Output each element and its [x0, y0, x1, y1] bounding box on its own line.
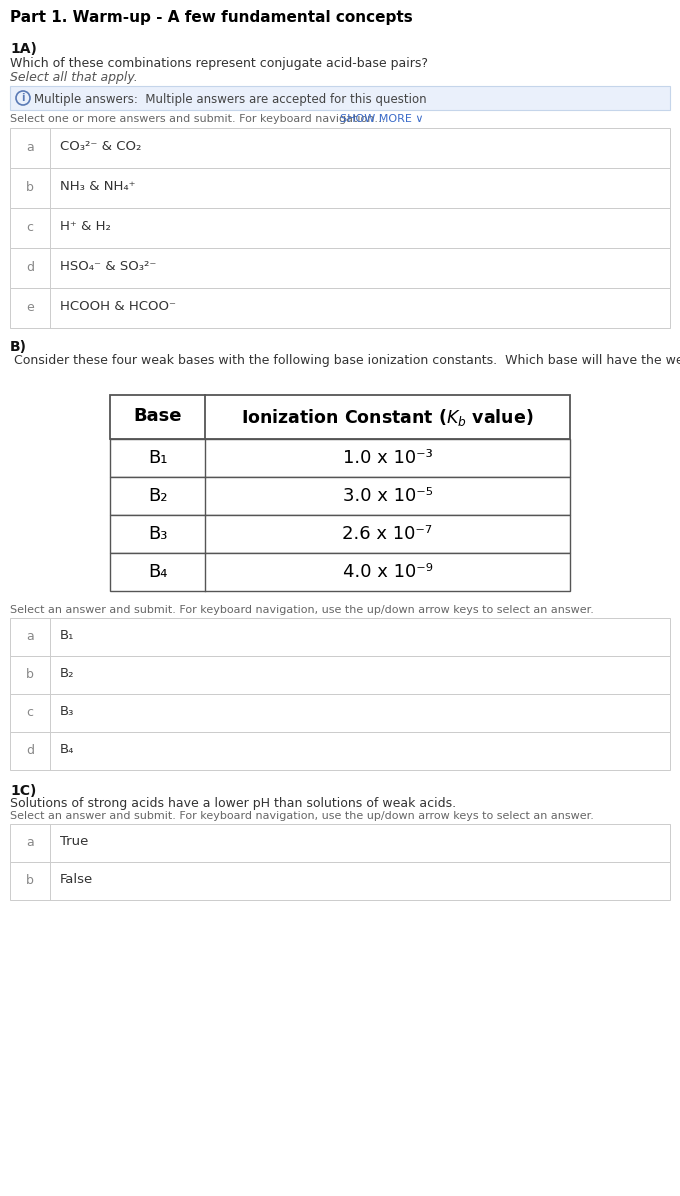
- Text: Select an answer and submit. For keyboard navigation, use the up/down arrow keys: Select an answer and submit. For keyboar…: [10, 605, 594, 615]
- Bar: [110, 439, 570, 477]
- Text: NH₃ & NH₄⁺: NH₃ & NH₄⁺: [60, 181, 135, 193]
- Text: Which of these combinations represent conjugate acid-base pairs?: Which of these combinations represent co…: [10, 57, 428, 71]
- Text: a: a: [26, 141, 34, 154]
- Bar: [10, 167, 670, 208]
- Text: Ionization Constant ($K_b$ value): Ionization Constant ($K_b$ value): [241, 407, 534, 428]
- Bar: [110, 477, 570, 515]
- Bar: [10, 618, 670, 655]
- Bar: [10, 208, 670, 248]
- Bar: [10, 288, 670, 328]
- Text: B₄: B₄: [60, 743, 74, 756]
- Bar: [10, 86, 670, 110]
- Bar: [10, 655, 670, 694]
- Text: B₂: B₂: [60, 667, 75, 681]
- Text: c: c: [27, 221, 33, 234]
- Text: 3.0 x 10⁻⁵: 3.0 x 10⁻⁵: [343, 487, 432, 505]
- Text: True: True: [60, 835, 88, 848]
- Text: SHOW MORE ∨: SHOW MORE ∨: [340, 114, 424, 124]
- Text: B₄: B₄: [148, 563, 167, 581]
- Bar: [110, 515, 570, 553]
- Bar: [10, 694, 670, 732]
- Text: a: a: [26, 630, 34, 643]
- Text: B₃: B₃: [60, 704, 74, 718]
- Text: Multiple answers:  Multiple answers are accepted for this question: Multiple answers: Multiple answers are a…: [34, 93, 426, 106]
- Text: Solutions of strong acids have a lower pH than solutions of weak acids.: Solutions of strong acids have a lower p…: [10, 797, 456, 810]
- Text: 1.0 x 10⁻³: 1.0 x 10⁻³: [343, 448, 432, 466]
- Text: False: False: [60, 873, 93, 886]
- Text: b: b: [26, 669, 34, 681]
- Text: B₂: B₂: [148, 487, 167, 505]
- Text: Select an answer and submit. For keyboard navigation, use the up/down arrow keys: Select an answer and submit. For keyboar…: [10, 811, 594, 820]
- Text: HCOOH & HCOO⁻: HCOOH & HCOO⁻: [60, 300, 176, 313]
- Bar: [10, 824, 670, 862]
- Text: 1A): 1A): [10, 42, 37, 56]
- Text: d: d: [26, 744, 34, 757]
- Text: Consider these four weak bases with the following base ionization constants.  Wh: Consider these four weak bases with the …: [14, 354, 680, 367]
- Text: c: c: [27, 706, 33, 719]
- Text: 1C): 1C): [10, 785, 36, 798]
- Text: B₃: B₃: [148, 525, 167, 543]
- Text: Base: Base: [133, 407, 182, 425]
- Text: Part 1. Warm-up - A few fundamental concepts: Part 1. Warm-up - A few fundamental conc…: [10, 10, 413, 25]
- Bar: [10, 732, 670, 770]
- Text: Select one or more answers and submit. For keyboard navigation...: Select one or more answers and submit. F…: [10, 114, 386, 124]
- Text: B₁: B₁: [60, 629, 74, 642]
- Text: B₁: B₁: [148, 448, 167, 466]
- Text: H⁺ & H₂: H⁺ & H₂: [60, 220, 111, 233]
- Text: CO₃²⁻ & CO₂: CO₃²⁻ & CO₂: [60, 140, 141, 153]
- Text: Select all that apply.: Select all that apply.: [10, 71, 146, 84]
- Text: e: e: [26, 301, 34, 315]
- Text: B): B): [10, 340, 27, 354]
- Bar: [10, 248, 670, 288]
- Text: i: i: [21, 93, 24, 103]
- Bar: [10, 862, 670, 901]
- Bar: [110, 395, 570, 439]
- Bar: [110, 553, 570, 591]
- Bar: [10, 128, 670, 167]
- Text: 2.6 x 10⁻⁷: 2.6 x 10⁻⁷: [343, 525, 432, 543]
- Text: d: d: [26, 261, 34, 274]
- Text: a: a: [26, 836, 34, 849]
- Text: b: b: [26, 874, 34, 887]
- Text: b: b: [26, 181, 34, 194]
- Text: 4.0 x 10⁻⁹: 4.0 x 10⁻⁹: [343, 563, 432, 581]
- Text: HSO₄⁻ & SO₃²⁻: HSO₄⁻ & SO₃²⁻: [60, 260, 156, 273]
